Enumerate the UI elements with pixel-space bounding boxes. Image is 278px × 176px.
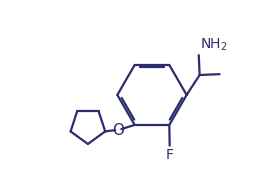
Text: F: F: [166, 148, 174, 162]
Text: NH$_2$: NH$_2$: [200, 37, 227, 53]
Text: O: O: [112, 123, 124, 138]
